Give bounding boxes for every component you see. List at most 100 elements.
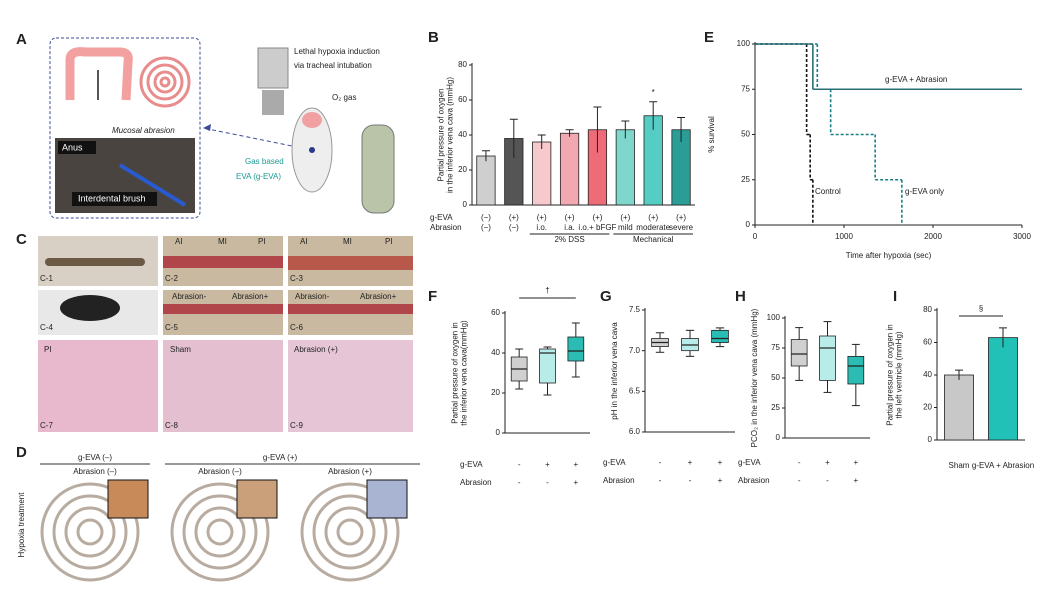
row-value: - bbox=[659, 458, 662, 467]
annotation: § bbox=[979, 304, 983, 313]
image-id: C-6 bbox=[290, 323, 303, 332]
panel-label: B bbox=[428, 29, 439, 46]
y-tick-label: 60 bbox=[923, 338, 932, 347]
inset bbox=[236, 479, 278, 519]
y-tick-label: 20 bbox=[491, 388, 500, 397]
y-tick-label: 60 bbox=[458, 95, 467, 104]
box bbox=[567, 336, 585, 362]
image-id: C-5 bbox=[165, 323, 178, 332]
y-tick-label: 75 bbox=[771, 343, 780, 352]
label-box bbox=[58, 141, 96, 154]
row-value: + bbox=[573, 478, 578, 487]
row-value: (+) bbox=[537, 213, 547, 222]
image-id: C-2 bbox=[165, 274, 178, 283]
label: Lethal hypoxia induction bbox=[294, 47, 380, 56]
y-tick-label: 25 bbox=[771, 403, 780, 412]
image-id: C-8 bbox=[165, 421, 178, 430]
subgroup-label: Abrasion (+) bbox=[328, 467, 372, 476]
label: Interdental brush bbox=[78, 193, 146, 203]
brush bbox=[118, 163, 187, 207]
y-tick-label: 0 bbox=[776, 433, 781, 442]
y-axis-title: Partial pressure of oxygen in bbox=[886, 324, 895, 425]
y-tick-label: 40 bbox=[491, 348, 500, 357]
colon bbox=[45, 258, 145, 266]
y-tick-label: 20 bbox=[458, 165, 467, 174]
y-tick-label: 6.0 bbox=[629, 427, 641, 436]
box bbox=[819, 335, 836, 381]
bar bbox=[988, 337, 1018, 441]
group-label: g-EVA (+) bbox=[263, 453, 298, 462]
x-tick-label: 1000 bbox=[835, 232, 853, 241]
lungs bbox=[302, 112, 322, 128]
row-value: (+) bbox=[509, 213, 519, 222]
row-label: Abrasion bbox=[460, 478, 492, 487]
colon-roll bbox=[139, 56, 191, 108]
roll-images bbox=[40, 482, 400, 582]
row-value: + bbox=[853, 458, 858, 467]
row-value: - bbox=[798, 476, 801, 485]
row-value: - bbox=[659, 476, 662, 485]
row-label: g-EVA bbox=[603, 458, 626, 467]
anus-point bbox=[309, 147, 315, 153]
annotation: † bbox=[545, 286, 549, 295]
row-label: g-EVA bbox=[460, 460, 483, 469]
panel-label: E bbox=[704, 29, 714, 46]
row-label: Abrasion bbox=[603, 476, 635, 485]
y-tick-label: 80 bbox=[458, 60, 467, 69]
series-label: g-EVA + Abrasion bbox=[885, 75, 947, 84]
label: Abrasion+ bbox=[360, 292, 397, 301]
series-label: g-EVA only bbox=[905, 187, 944, 196]
x-axis-title: Time after hypoxia (sec) bbox=[846, 251, 932, 260]
y-tick-label: 50 bbox=[771, 373, 780, 382]
row-label: Abrasion bbox=[430, 223, 462, 232]
image-id: C-3 bbox=[290, 274, 303, 283]
y-tick-label: 80 bbox=[923, 305, 932, 314]
row-value: - bbox=[518, 460, 521, 469]
panel-label: H bbox=[735, 288, 746, 305]
panel-label: F bbox=[428, 288, 437, 305]
y-tick-label: 0 bbox=[928, 435, 933, 444]
y-tick-label: 100 bbox=[737, 39, 751, 48]
y-tick-label: 100 bbox=[767, 313, 781, 322]
y-tick-label: 60 bbox=[491, 308, 500, 317]
row-value: (−) bbox=[481, 223, 491, 232]
row-value: + bbox=[545, 460, 550, 469]
histology bbox=[163, 340, 283, 432]
box bbox=[711, 329, 729, 343]
ventilator-stand bbox=[262, 90, 284, 115]
colon bbox=[288, 256, 413, 270]
y-tick-label: 6.5 bbox=[629, 386, 641, 395]
label: Gas based bbox=[245, 157, 284, 166]
row-value: + bbox=[718, 458, 723, 467]
box bbox=[847, 355, 865, 385]
row-value: (+) bbox=[648, 213, 658, 222]
y-axis-title: PCO₂ in the inferior vena cava (mmHg) bbox=[750, 308, 759, 447]
row-label: g-EVA bbox=[738, 458, 761, 467]
y-tick-label: 0 bbox=[463, 200, 468, 209]
row-value: - bbox=[826, 476, 829, 485]
label: via tracheal intubation bbox=[294, 61, 372, 70]
colon bbox=[163, 304, 283, 314]
row-value: + bbox=[825, 458, 830, 467]
x-tick-label: Sham bbox=[949, 461, 970, 470]
y-axis-title: Partial pressure of oxygen in bbox=[451, 322, 460, 423]
y-tick-label: 40 bbox=[923, 370, 932, 379]
panel-label: I bbox=[893, 288, 897, 305]
bar bbox=[615, 129, 635, 206]
y-axis-title: in the inferior vena cava (mmHg) bbox=[446, 77, 455, 193]
row-value: (−) bbox=[481, 213, 491, 222]
inset bbox=[366, 479, 408, 519]
image-id: C-4 bbox=[40, 323, 53, 332]
row-value: (+) bbox=[620, 213, 630, 222]
panel-label: A bbox=[16, 31, 27, 48]
cylinder bbox=[361, 124, 395, 214]
row-value: + bbox=[573, 460, 578, 469]
row-value: - bbox=[518, 478, 521, 487]
row-value: i.o.+ bFGF bbox=[578, 223, 616, 232]
group-label: Mechanical bbox=[633, 235, 674, 244]
arrow bbox=[202, 127, 313, 151]
row-value: (+) bbox=[592, 213, 602, 222]
row-value: - bbox=[689, 476, 692, 485]
y-tick-label: 0 bbox=[746, 220, 751, 229]
label: EVA (g-EVA) bbox=[236, 172, 281, 181]
